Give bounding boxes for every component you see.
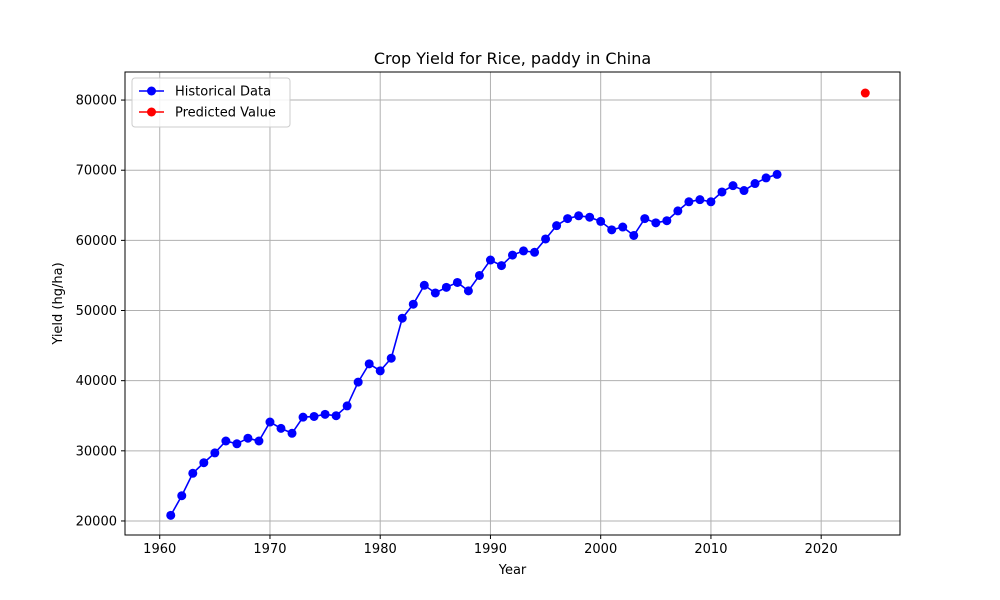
y-tick-label: 60000 — [76, 234, 117, 249]
data-point-historical-data — [739, 186, 749, 196]
legend-label-predicted: Predicted Value — [175, 106, 276, 121]
x-axis-label: Year — [498, 563, 527, 578]
legend: Historical Data Predicted Value — [131, 77, 291, 128]
data-point-historical-data — [419, 280, 429, 290]
data-point-historical-data — [221, 436, 231, 446]
y-tick-label: 70000 — [76, 164, 117, 179]
x-tick-label: 1960 — [143, 542, 176, 557]
data-point-historical-data — [320, 409, 330, 419]
data-point-historical-data — [519, 246, 529, 256]
data-point-historical-data — [530, 247, 540, 257]
data-point-historical-data — [287, 428, 297, 438]
y-tick-label: 30000 — [76, 444, 117, 459]
data-point-historical-data — [243, 433, 253, 443]
series-layer — [166, 88, 870, 520]
grid — [125, 72, 900, 535]
data-point-historical-data — [408, 299, 418, 309]
x-tick-label: 2020 — [805, 542, 838, 557]
series-historical-data — [166, 169, 782, 520]
data-point-historical-data — [574, 211, 584, 221]
data-point-historical-data — [541, 234, 551, 244]
data-point-historical-data — [298, 412, 308, 422]
data-point-historical-data — [695, 195, 705, 205]
data-point-historical-data — [717, 187, 727, 197]
data-point-historical-data — [177, 491, 187, 501]
legend-label-historical: Historical Data — [175, 85, 271, 100]
data-point-historical-data — [441, 282, 451, 292]
x-tick-label: 2010 — [694, 542, 727, 557]
data-point-historical-data — [232, 439, 242, 449]
y-tick-label: 20000 — [76, 514, 117, 529]
data-point-historical-data — [651, 218, 661, 228]
data-point-historical-data — [607, 225, 617, 235]
data-point-historical-data — [353, 377, 363, 387]
data-point-historical-data — [618, 222, 628, 232]
data-point-historical-data — [662, 216, 672, 226]
data-point-historical-data — [552, 221, 562, 231]
series-predicted-value — [860, 88, 870, 98]
data-point-historical-data — [706, 197, 716, 207]
y-tick-label: 40000 — [76, 374, 117, 389]
x-tick-label: 1980 — [364, 542, 397, 557]
x-tick-label: 1970 — [253, 542, 286, 557]
data-point-historical-data — [375, 366, 385, 376]
chart-title: Crop Yield for Rice, paddy in China — [374, 49, 651, 68]
data-point-historical-data — [684, 197, 694, 207]
data-point-historical-data — [265, 417, 275, 427]
data-point-historical-data — [761, 173, 771, 183]
data-point-historical-data — [585, 212, 595, 222]
data-point-historical-data — [629, 230, 639, 240]
y-tick-label: 50000 — [76, 304, 117, 319]
data-point-historical-data — [386, 353, 396, 363]
data-point-historical-data — [199, 458, 209, 468]
data-point-historical-data — [750, 179, 760, 189]
data-point-historical-data — [166, 510, 176, 520]
data-point-historical-data — [276, 423, 286, 433]
data-point-historical-data — [596, 216, 606, 226]
data-point-historical-data — [430, 288, 440, 298]
data-point-historical-data — [485, 255, 495, 265]
data-point-historical-data — [342, 401, 352, 411]
data-point-historical-data — [188, 468, 198, 478]
data-point-historical-data — [563, 214, 573, 224]
data-point-historical-data — [640, 214, 650, 224]
data-point-historical-data — [452, 277, 462, 287]
data-point-historical-data — [728, 181, 738, 191]
data-point-historical-data — [772, 169, 782, 179]
data-point-predicted-value — [860, 88, 870, 98]
data-point-historical-data — [254, 436, 264, 446]
y-axis-label: Yield (hg/ha) — [51, 262, 66, 345]
data-point-historical-data — [397, 313, 407, 323]
y-tick-label: 80000 — [76, 94, 117, 109]
plot-area-frame — [124, 71, 901, 536]
data-point-historical-data — [210, 448, 220, 458]
data-point-historical-data — [331, 411, 341, 421]
data-point-historical-data — [309, 411, 319, 421]
data-point-historical-data — [673, 206, 683, 216]
x-tick-label: 1990 — [474, 542, 507, 557]
data-point-historical-data — [474, 270, 484, 280]
legend-marker-predicted — [147, 107, 156, 117]
axis-ticks: 1960 1970 1980 1990 2000 2010 2020 20000 30000 40… — [76, 94, 838, 557]
legend-marker-historical — [147, 86, 156, 96]
data-point-historical-data — [364, 359, 374, 369]
legend-box — [131, 77, 291, 128]
data-point-historical-data — [508, 250, 517, 260]
data-point-historical-data — [463, 286, 473, 296]
data-point-historical-data — [496, 261, 506, 271]
x-tick-label: 2000 — [584, 542, 617, 557]
